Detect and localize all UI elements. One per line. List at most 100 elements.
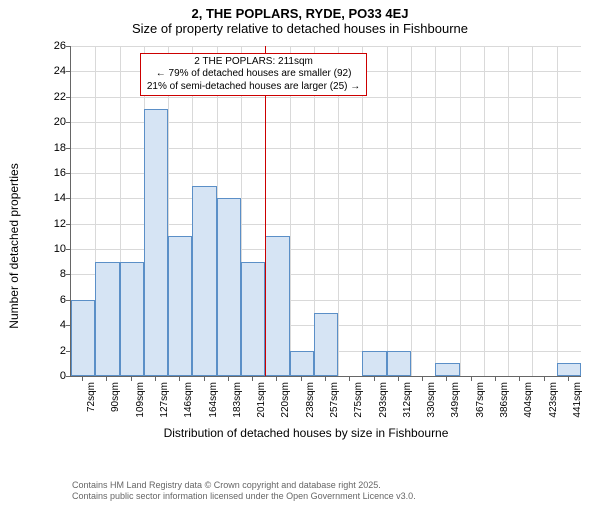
ytick-mark — [66, 198, 71, 199]
ytick-mark — [66, 274, 71, 275]
x-axis-label: Distribution of detached houses by size … — [164, 426, 449, 440]
xtick-mark — [276, 376, 277, 381]
gridline-v — [435, 46, 436, 376]
gridline-v — [411, 46, 412, 376]
xtick-mark — [301, 376, 302, 381]
histogram-bar — [557, 363, 581, 376]
gridline-v — [460, 46, 461, 376]
histogram-bar — [71, 300, 95, 376]
chart-container: Number of detached properties 2 THE POPL… — [28, 46, 584, 446]
xtick-mark — [374, 376, 375, 381]
xtick-label: 220sqm — [280, 382, 291, 418]
histogram-bar — [168, 236, 192, 376]
ytick-mark — [66, 173, 71, 174]
ytick-label: 6 — [38, 294, 66, 306]
xtick-mark — [471, 376, 472, 381]
xtick-mark — [204, 376, 205, 381]
ytick-label: 10 — [38, 243, 66, 255]
ytick-label: 22 — [38, 91, 66, 103]
annotation-box: 2 THE POPLARS: 211sqm← 79% of detached h… — [140, 53, 367, 97]
gridline-v — [532, 46, 533, 376]
ytick-mark — [66, 148, 71, 149]
xtick-label: 275sqm — [353, 382, 364, 418]
ytick-label: 20 — [38, 116, 66, 128]
ytick-label: 2 — [38, 345, 66, 357]
ytick-label: 8 — [38, 268, 66, 280]
xtick-mark — [228, 376, 229, 381]
xtick-mark — [398, 376, 399, 381]
footer-credits: Contains HM Land Registry data © Crown c… — [72, 480, 416, 502]
histogram-bar — [362, 351, 386, 376]
histogram-bar — [95, 262, 119, 376]
y-axis-label: Number of detached properties — [7, 163, 21, 328]
ytick-label: 12 — [38, 218, 66, 230]
ytick-mark — [66, 122, 71, 123]
histogram-bar — [241, 262, 265, 376]
gridline-v — [508, 46, 509, 376]
annotation-line: 2 THE POPLARS: 211sqm — [147, 56, 360, 69]
xtick-mark — [349, 376, 350, 381]
ytick-label: 16 — [38, 167, 66, 179]
histogram-bar — [192, 186, 216, 376]
xtick-label: 146sqm — [183, 382, 194, 418]
xtick-label: 183sqm — [232, 382, 243, 418]
xtick-label: 257sqm — [329, 382, 340, 418]
chart-title-main: 2, THE POPLARS, RYDE, PO33 4EJ — [0, 6, 600, 21]
xtick-label: 293sqm — [378, 382, 389, 418]
xtick-label: 367sqm — [475, 382, 486, 418]
xtick-label: 90sqm — [110, 382, 121, 412]
ytick-mark — [66, 224, 71, 225]
histogram-bar — [435, 363, 459, 376]
xtick-mark — [568, 376, 569, 381]
annotation-line: ← 79% of detached houses are smaller (92… — [147, 68, 360, 81]
xtick-mark — [131, 376, 132, 381]
xtick-label: 238sqm — [305, 382, 316, 418]
xtick-label: 386sqm — [499, 382, 510, 418]
xtick-mark — [325, 376, 326, 381]
ytick-label: 26 — [38, 40, 66, 52]
xtick-mark — [82, 376, 83, 381]
histogram-bar — [120, 262, 144, 376]
histogram-bar — [217, 198, 241, 376]
gridline-v — [557, 46, 558, 376]
xtick-label: 109sqm — [135, 382, 146, 418]
gridline-h — [71, 46, 581, 47]
ytick-label: 4 — [38, 319, 66, 331]
xtick-mark — [519, 376, 520, 381]
xtick-mark — [155, 376, 156, 381]
ytick-label: 18 — [38, 142, 66, 154]
histogram-bar — [290, 351, 314, 376]
xtick-mark — [544, 376, 545, 381]
ytick-mark — [66, 46, 71, 47]
xtick-mark — [179, 376, 180, 381]
xtick-label: 312sqm — [402, 382, 413, 418]
chart-title-sub: Size of property relative to detached ho… — [0, 21, 600, 36]
xtick-label: 330sqm — [426, 382, 437, 418]
plot-area: 2 THE POPLARS: 211sqm← 79% of detached h… — [70, 46, 581, 377]
ytick-mark — [66, 376, 71, 377]
ytick-label: 14 — [38, 192, 66, 204]
histogram-bar — [144, 109, 168, 376]
xtick-label: 164sqm — [208, 382, 219, 418]
xtick-mark — [422, 376, 423, 381]
ytick-label: 0 — [38, 370, 66, 382]
gridline-v — [484, 46, 485, 376]
ytick-label: 24 — [38, 65, 66, 77]
xtick-mark — [252, 376, 253, 381]
histogram-bar — [265, 236, 289, 376]
histogram-bar — [314, 313, 338, 376]
xtick-mark — [495, 376, 496, 381]
xtick-label: 441sqm — [572, 382, 583, 418]
xtick-label: 404sqm — [523, 382, 534, 418]
ytick-mark — [66, 71, 71, 72]
xtick-label: 423sqm — [548, 382, 559, 418]
footer-line-2: Contains public sector information licen… — [72, 491, 416, 502]
xtick-mark — [106, 376, 107, 381]
xtick-label: 201sqm — [256, 382, 267, 418]
xtick-mark — [446, 376, 447, 381]
ytick-mark — [66, 97, 71, 98]
gridline-h — [71, 97, 581, 98]
histogram-bar — [387, 351, 411, 376]
xtick-label: 72sqm — [86, 382, 97, 412]
annotation-line: 21% of semi-detached houses are larger (… — [147, 81, 360, 94]
